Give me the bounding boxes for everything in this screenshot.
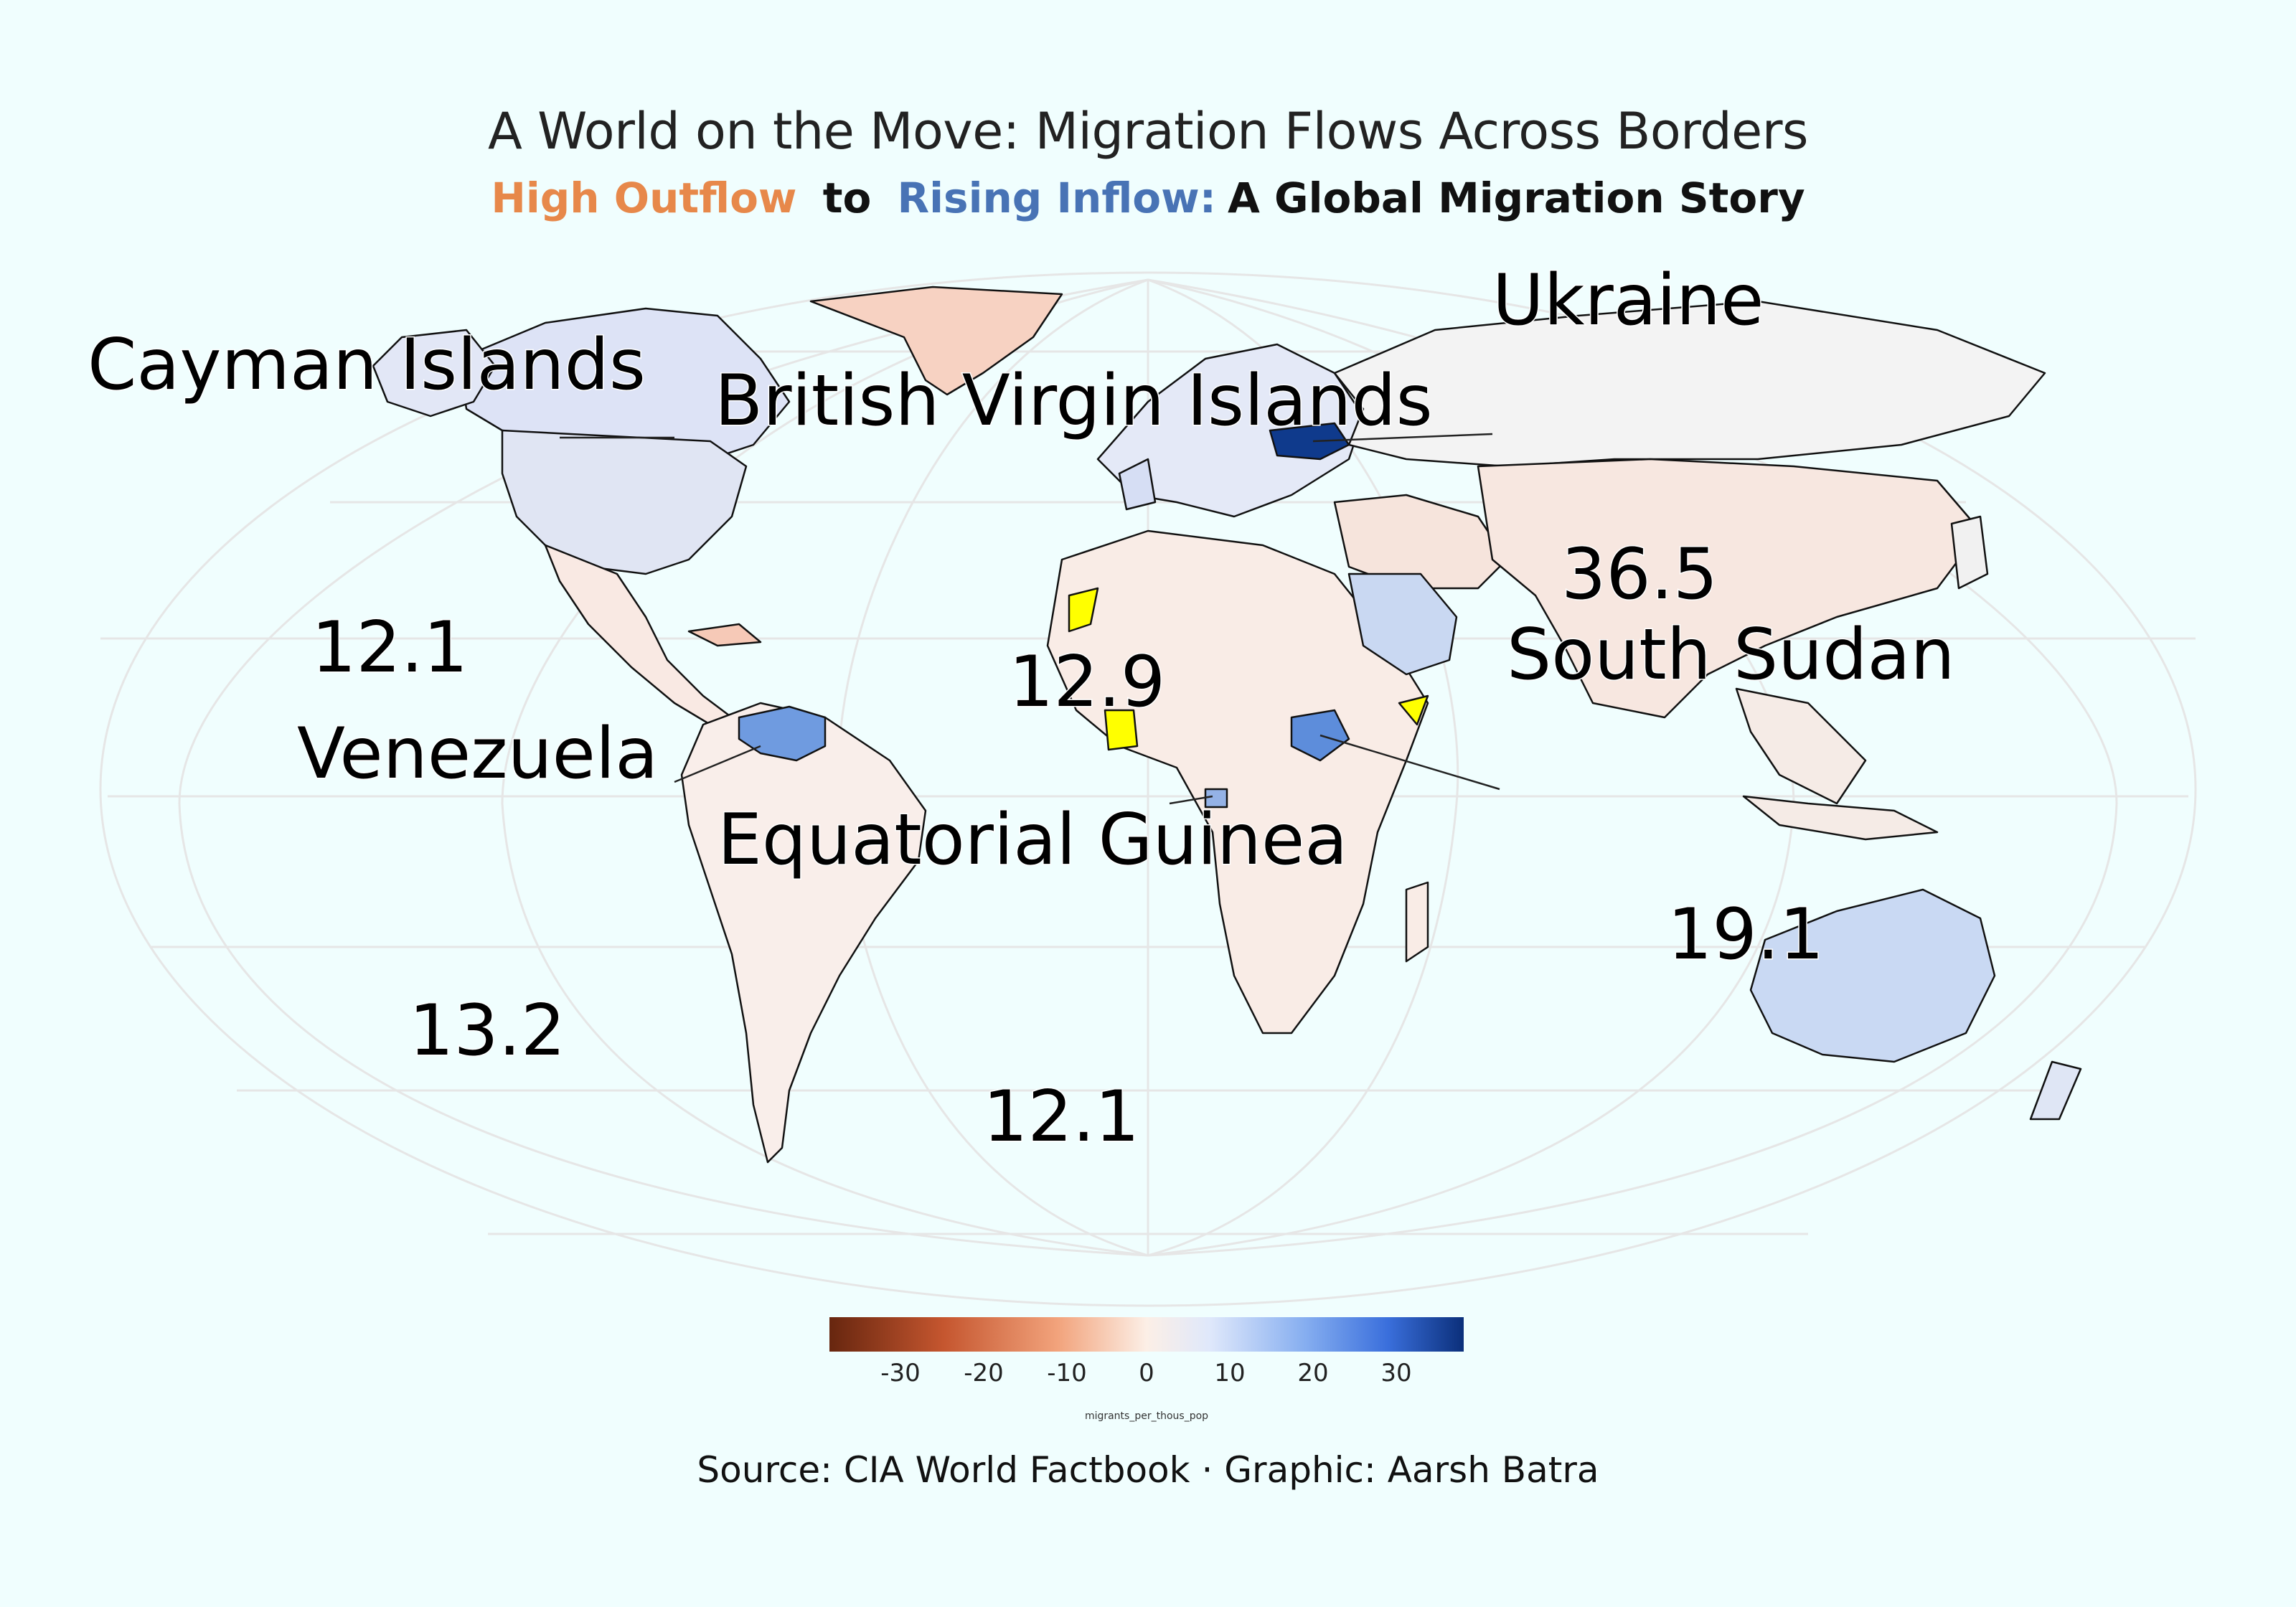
chart-subtitle: High Outflow to Rising Inflow: A Global M… bbox=[0, 174, 2296, 222]
label-value-12-9: 12.9 bbox=[1009, 641, 1165, 723]
south-america bbox=[680, 702, 927, 1164]
somaliland bbox=[1398, 694, 1429, 726]
cote-divoire bbox=[1104, 709, 1139, 751]
alaska bbox=[372, 329, 497, 418]
label-cayman-islands: Cayman Islands bbox=[88, 324, 646, 406]
middle-east bbox=[1333, 494, 1508, 590]
source-caption: Source: CIA World Factbook · Graphic: Aa… bbox=[697, 1449, 1599, 1491]
label-ukraine: Ukraine bbox=[1492, 260, 1764, 341]
legend-title: migrants_per_thous_pop bbox=[1084, 1410, 1209, 1422]
legend-tick: 10 bbox=[1214, 1359, 1246, 1387]
africa bbox=[1046, 529, 1429, 1035]
greenland bbox=[809, 286, 1063, 396]
subtitle-to: to bbox=[822, 174, 872, 222]
caribbean bbox=[687, 623, 762, 647]
leader-lines bbox=[560, 433, 1500, 805]
ukraine-shape bbox=[1269, 422, 1350, 461]
western-sahara bbox=[1068, 587, 1099, 633]
label-value-13-2: 13.2 bbox=[409, 990, 565, 1072]
chart-title: A World on the Move: Migration Flows Acr… bbox=[488, 102, 1808, 161]
legend-colorbar bbox=[829, 1317, 1464, 1352]
color-legend: -30 -20 -10 0 10 20 30 migrants_per_thou… bbox=[829, 1317, 1464, 1422]
legend-tick: 20 bbox=[1297, 1359, 1329, 1387]
map-labels: Ukraine Cayman Islands British Virgin Is… bbox=[87, 259, 1957, 1159]
japan bbox=[1950, 515, 1989, 590]
saudi-arabia bbox=[1347, 572, 1458, 676]
madagascar bbox=[1405, 881, 1429, 963]
uk bbox=[1118, 458, 1157, 511]
label-british-virgin-islands: British Virgin Islands bbox=[715, 360, 1433, 442]
legend-ticks: -30 -20 -10 0 10 20 30 bbox=[829, 1352, 1464, 1395]
label-value-19-1: 19.1 bbox=[1667, 894, 1824, 976]
russia bbox=[1333, 300, 2046, 468]
label-venezuela: Venezuela bbox=[297, 713, 658, 795]
legend-tick: -10 bbox=[1047, 1359, 1087, 1387]
label-value-12-1-a: 12.1 bbox=[311, 607, 468, 689]
new-zealand bbox=[2029, 1060, 2082, 1121]
equatorial-guinea-shape bbox=[1204, 788, 1228, 809]
legend-tick: -30 bbox=[880, 1359, 921, 1387]
australia bbox=[1749, 888, 1996, 1063]
legend-tick: -20 bbox=[964, 1359, 1004, 1387]
subtitle-high-outflow: High Outflow bbox=[491, 174, 797, 222]
usa bbox=[501, 429, 748, 575]
southeast-asia bbox=[1735, 687, 1867, 805]
subtitle-rising-inflow: Rising Inflow: bbox=[897, 174, 1216, 222]
label-value-12-1-b: 12.1 bbox=[983, 1076, 1139, 1158]
label-equatorial-guinea: Equatorial Guinea bbox=[718, 799, 1347, 881]
label-south-sudan: South Sudan bbox=[1507, 614, 1955, 696]
label-value-36-5: 36.5 bbox=[1561, 534, 1718, 616]
legend-tick: 0 bbox=[1139, 1359, 1154, 1387]
indonesia bbox=[1742, 795, 1939, 841]
subtitle-rest: A Global Migration Story bbox=[1227, 174, 1805, 222]
legend-tick: 30 bbox=[1380, 1359, 1412, 1387]
asia bbox=[1477, 458, 1982, 719]
